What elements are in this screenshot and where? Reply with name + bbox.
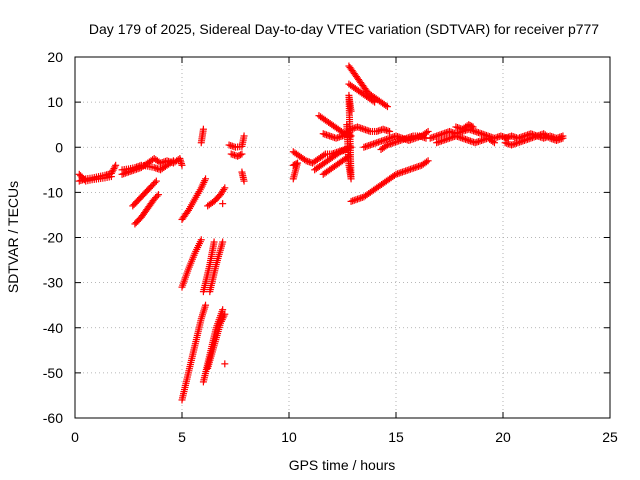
data-point bbox=[154, 191, 162, 199]
y-tick-label: -40 bbox=[43, 320, 63, 336]
data-point bbox=[110, 165, 118, 173]
y-tick-label: -10 bbox=[43, 184, 63, 200]
data-point bbox=[320, 151, 328, 159]
x-tick-label: 0 bbox=[71, 429, 79, 445]
data-point bbox=[238, 150, 246, 158]
data-point bbox=[202, 301, 210, 309]
y-tick-label: 20 bbox=[47, 49, 63, 65]
data-point bbox=[490, 139, 498, 147]
y-axis-label: SDTVAR / TECUs bbox=[5, 181, 21, 293]
data-point bbox=[152, 177, 160, 185]
data-point bbox=[168, 158, 176, 166]
x-axis-label: GPS time / hours bbox=[289, 457, 396, 473]
data-point bbox=[289, 175, 297, 183]
y-axis-ticks: 20 10 0 -10 -20 -30 -40 -50 -60 bbox=[43, 49, 610, 426]
x-tick-label: 25 bbox=[602, 429, 618, 445]
data-point bbox=[108, 168, 116, 176]
data-point bbox=[210, 238, 218, 246]
data-point bbox=[151, 179, 159, 187]
data-point bbox=[219, 306, 227, 314]
data-point bbox=[178, 161, 186, 169]
data-point bbox=[347, 107, 355, 115]
x-tick-label: 15 bbox=[388, 429, 404, 445]
data-point bbox=[489, 138, 497, 146]
data-point bbox=[301, 156, 309, 164]
y-tick-label: -60 bbox=[43, 410, 63, 426]
data-point bbox=[382, 142, 390, 150]
x-tick-label: 20 bbox=[495, 429, 511, 445]
data-point bbox=[422, 158, 430, 166]
data-point bbox=[383, 103, 391, 111]
data-points bbox=[75, 62, 567, 404]
data-point bbox=[390, 171, 398, 179]
data-point bbox=[335, 149, 343, 157]
data-point bbox=[219, 238, 227, 246]
data-point bbox=[424, 127, 432, 135]
y-tick-label: 0 bbox=[55, 139, 63, 155]
data-point bbox=[107, 173, 115, 181]
data-point bbox=[153, 192, 161, 200]
data-point bbox=[468, 122, 476, 130]
data-point bbox=[221, 360, 229, 368]
data-point bbox=[371, 98, 379, 106]
data-point bbox=[199, 125, 207, 133]
data-point bbox=[343, 146, 351, 154]
grid-lines bbox=[75, 57, 610, 418]
data-point bbox=[382, 102, 390, 110]
data-point bbox=[220, 186, 228, 194]
x-tick-label: 10 bbox=[281, 429, 297, 445]
data-point bbox=[469, 123, 477, 131]
data-point bbox=[202, 175, 210, 183]
data-point bbox=[424, 157, 432, 165]
data-point bbox=[221, 184, 229, 192]
data-point bbox=[240, 132, 248, 140]
data-point bbox=[559, 134, 567, 142]
data-point bbox=[240, 177, 248, 185]
data-point bbox=[219, 200, 227, 208]
y-tick-label: 10 bbox=[47, 94, 63, 110]
data-point bbox=[369, 97, 377, 105]
chart-title: Day 179 of 2025, Sidereal Day-to-day VTE… bbox=[89, 21, 599, 37]
data-point bbox=[111, 163, 119, 171]
data-point bbox=[386, 127, 394, 135]
data-point bbox=[169, 157, 177, 165]
x-tick-label: 5 bbox=[178, 429, 186, 445]
data-point bbox=[221, 310, 229, 318]
data-point bbox=[109, 166, 117, 174]
y-tick-label: -50 bbox=[43, 365, 63, 381]
data-point bbox=[112, 161, 120, 169]
data-point bbox=[544, 133, 552, 141]
y-tick-label: -20 bbox=[43, 230, 63, 246]
x-axis-ticks: 0 5 10 15 20 25 bbox=[71, 57, 618, 445]
data-point bbox=[236, 151, 244, 159]
y-tick-label: -30 bbox=[43, 275, 63, 291]
data-point bbox=[197, 236, 205, 244]
